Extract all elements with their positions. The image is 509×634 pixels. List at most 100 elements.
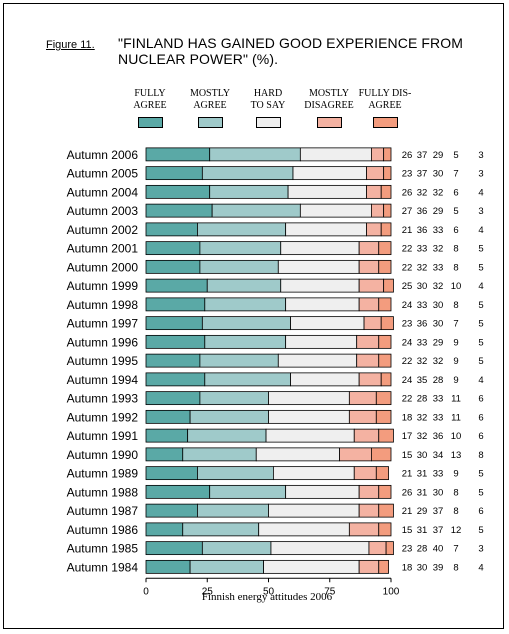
bar-segment-mostly-disagree	[370, 203, 385, 218]
bar-segment-fully-agree	[145, 484, 211, 499]
legend-item-mostly-disagree: MOSTLY DISAGREE	[293, 88, 365, 128]
x-tick-label: 25	[202, 586, 214, 597]
data-label: 36	[433, 431, 444, 442]
data-label: 32	[433, 281, 444, 292]
data-label: 30	[433, 487, 444, 498]
bar-segment-mostly-disagree	[353, 466, 377, 481]
bar-segment-mostly-agree	[204, 297, 287, 312]
x-axis-label: Finnish energy attitudes 2006	[201, 591, 333, 603]
category-label: Autumn 1992	[67, 410, 139, 424]
data-label: 31	[417, 469, 428, 480]
data-label: 5	[478, 262, 483, 273]
bar-segment-mostly-disagree	[366, 166, 385, 181]
data-label: 5	[478, 244, 483, 255]
data-label: 36	[417, 225, 428, 236]
data-label: 6	[478, 394, 483, 405]
category-label: Autumn 1995	[67, 354, 139, 368]
data-label: 39	[433, 562, 444, 573]
bar-segment-hard-to-say	[280, 241, 360, 256]
bar-segment-fully-disagree	[380, 222, 392, 237]
data-label: 22	[402, 244, 413, 255]
category-label: Autumn 2005	[67, 167, 139, 181]
bar-segment-hard-to-say	[277, 353, 358, 368]
data-label: 33	[417, 337, 428, 348]
data-label: 7	[453, 169, 458, 180]
data-label: 9	[453, 356, 458, 367]
bar-segment-mostly-agree	[199, 391, 269, 406]
legend-label-line1: FULLY DIS-	[358, 88, 412, 99]
bar-segment-mostly-agree	[209, 147, 301, 162]
bar-segment-fully-agree	[145, 447, 184, 462]
data-label: 33	[433, 412, 444, 423]
data-label: 21	[402, 506, 413, 517]
category-label: Autumn 1989	[67, 467, 139, 481]
data-label: 32	[417, 187, 428, 198]
category-label: Autumn 1997	[67, 317, 139, 331]
bar-segment-mostly-agree	[189, 409, 269, 424]
figure-frame: Figure 11. "FINLAND HAS GAINED GOOD EXPE…	[3, 3, 504, 629]
bar-segment-fully-agree	[145, 428, 189, 443]
data-label: 11	[451, 412, 461, 423]
bar-segment-mostly-disagree	[348, 391, 377, 406]
bar-segment-mostly-disagree	[356, 353, 380, 368]
data-label: 15	[402, 450, 413, 461]
bar-segment-fully-agree	[145, 278, 208, 293]
bar-segment-mostly-agree	[201, 316, 291, 331]
data-label: 34	[433, 450, 444, 461]
bar-segment-mostly-agree	[209, 484, 287, 499]
data-label: 4	[478, 187, 483, 198]
legend-label-line1: HARD	[253, 88, 283, 99]
legend-item-hard-to-say: HARD TO SAY	[232, 88, 304, 128]
data-label: 36	[417, 319, 428, 330]
data-label: 5	[453, 206, 458, 217]
category-label: Autumn 2003	[67, 204, 139, 218]
data-label: 29	[433, 206, 444, 217]
bar-segment-mostly-agree	[206, 278, 282, 293]
x-tick-label: 75	[324, 586, 336, 597]
data-label: 6	[478, 412, 483, 423]
bar-segment-fully-agree	[145, 409, 191, 424]
bar-segment-hard-to-say	[290, 316, 365, 331]
data-label: 25	[402, 281, 413, 292]
bar-segment-hard-to-say	[292, 166, 367, 181]
bar-segment-fully-agree	[145, 372, 206, 387]
bar-segment-fully-disagree	[375, 409, 392, 424]
data-label: 30	[417, 562, 428, 573]
data-label: 7	[453, 544, 458, 555]
bar-segment-fully-agree	[145, 466, 198, 481]
bar-segment-fully-disagree	[383, 166, 392, 181]
bar-segment-hard-to-say	[268, 503, 360, 518]
data-label: 28	[433, 375, 444, 386]
bar-segment-fully-disagree	[383, 278, 394, 293]
data-label: 33	[433, 225, 444, 236]
data-label: 30	[433, 300, 444, 311]
bar-segment-mostly-disagree	[366, 184, 382, 199]
data-label: 24	[402, 375, 413, 386]
data-label: 26	[402, 150, 413, 161]
data-label: 13	[451, 450, 462, 461]
bar-segment-fully-disagree	[385, 541, 394, 556]
bar-segment-mostly-agree	[199, 259, 279, 274]
data-label: 5	[478, 469, 483, 480]
bar-segment-mostly-disagree	[358, 278, 385, 293]
data-label: 12	[451, 525, 462, 536]
data-label: 4	[478, 562, 483, 573]
data-label: 8	[453, 262, 458, 273]
category-label: Autumn 2002	[67, 223, 139, 237]
bar-segment-mostly-disagree	[358, 297, 380, 312]
category-label: Autumn 2001	[67, 242, 139, 256]
bar-segment-hard-to-say	[263, 559, 360, 574]
legend-swatch-fully-agree	[137, 117, 163, 128]
bar-segment-fully-disagree	[378, 503, 394, 518]
data-label: 28	[417, 394, 428, 405]
data-label: 4	[478, 375, 483, 386]
bar-segment-hard-to-say	[285, 222, 367, 237]
bar-segment-mostly-disagree	[356, 334, 380, 349]
bar-segment-fully-agree	[145, 147, 211, 162]
bar-segment-fully-disagree	[378, 559, 389, 574]
category-label: Autumn 1984	[67, 560, 139, 574]
bar-segment-fully-agree	[145, 541, 203, 556]
data-label: 36	[417, 206, 428, 217]
bar-segment-mostly-disagree	[353, 428, 380, 443]
bar-segment-mostly-disagree	[339, 447, 372, 462]
